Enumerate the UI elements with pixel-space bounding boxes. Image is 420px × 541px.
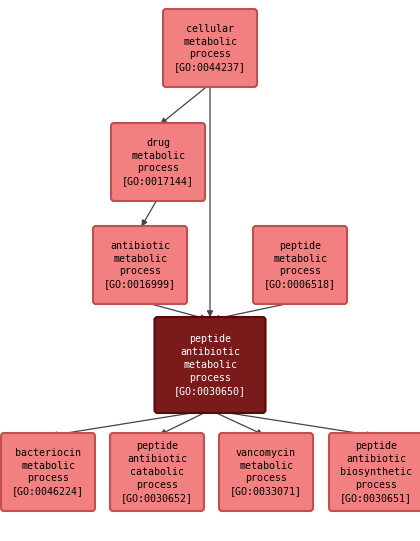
Text: bacteriocin
metabolic
process
[GO:0046224]: bacteriocin metabolic process [GO:004622… (12, 448, 84, 496)
Text: peptide
antibiotic
biosynthetic
process
[GO:0030651]: peptide antibiotic biosynthetic process … (340, 441, 412, 503)
Text: vancomycin
metabolic
process
[GO:0033071]: vancomycin metabolic process [GO:0033071… (230, 448, 302, 496)
FancyBboxPatch shape (110, 433, 204, 511)
FancyBboxPatch shape (253, 226, 347, 304)
FancyBboxPatch shape (111, 123, 205, 201)
FancyBboxPatch shape (93, 226, 187, 304)
Text: peptide
metabolic
process
[GO:0006518]: peptide metabolic process [GO:0006518] (264, 241, 336, 289)
FancyBboxPatch shape (1, 433, 95, 511)
FancyBboxPatch shape (155, 317, 265, 413)
Text: peptide
antibiotic
catabolic
process
[GO:0030652]: peptide antibiotic catabolic process [GO… (121, 441, 193, 503)
FancyBboxPatch shape (219, 433, 313, 511)
Text: antibiotic
metabolic
process
[GO:0016999]: antibiotic metabolic process [GO:0016999… (104, 241, 176, 289)
Text: drug
metabolic
process
[GO:0017144]: drug metabolic process [GO:0017144] (122, 138, 194, 186)
FancyBboxPatch shape (163, 9, 257, 87)
FancyBboxPatch shape (329, 433, 420, 511)
Text: cellular
metabolic
process
[GO:0044237]: cellular metabolic process [GO:0044237] (174, 24, 246, 72)
Text: peptide
antibiotic
metabolic
process
[GO:0030650]: peptide antibiotic metabolic process [GO… (174, 334, 246, 395)
